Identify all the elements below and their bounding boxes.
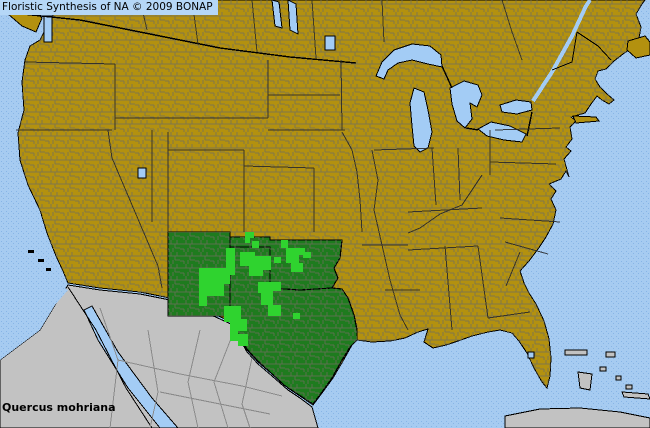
baja-west-ocean	[0, 285, 68, 360]
county-blob-ok-panhandle	[281, 240, 288, 248]
lakes-group	[43, 0, 592, 359]
county-blob-brewster	[238, 334, 248, 346]
landmass-group	[1, 0, 650, 406]
us-state-lines	[16, 59, 561, 331]
county-blob-west-central-tx	[258, 282, 281, 305]
county-records-group	[199, 232, 311, 346]
lake-ontario	[499, 99, 533, 115]
lake-michigan	[409, 87, 433, 153]
county-blob-panhandle-mid	[252, 241, 259, 248]
borders-group	[16, 0, 612, 331]
county-blob-concho	[268, 305, 281, 316]
channel-island-3	[46, 268, 51, 271]
lake-manitoba	[287, 0, 299, 35]
title-bar: Floristic Synthesis of NA © 2009 BONAP	[0, 0, 218, 15]
county-blob-ok-small	[303, 252, 311, 258]
county-texture	[18, 0, 645, 405]
baja-west-coast	[67, 286, 153, 428]
county-blob-se-new-mexico	[199, 268, 230, 306]
lake-winnipeg	[271, 0, 283, 29]
county-blob-panhandle-cluster	[240, 252, 271, 276]
us-canada-border	[21, 13, 533, 137]
county-blob-big-bend	[224, 306, 247, 341]
county-blob-nw-oklahoma	[286, 248, 305, 263]
bahamas-islands	[564, 349, 650, 400]
lake-of-the-woods	[324, 35, 336, 51]
county-blob-nm-strip	[226, 248, 235, 275]
puget-sound	[43, 15, 53, 43]
county-blob-panhandle-east	[274, 257, 281, 263]
nova-scotia	[626, 35, 650, 59]
northeast-borders	[551, 31, 612, 71]
st-lawrence-river	[531, 0, 592, 103]
gulf-of-california	[83, 305, 179, 428]
lake-huron	[449, 80, 483, 129]
channel-island-2	[38, 259, 44, 262]
channel-island-1	[28, 250, 34, 253]
lake-okeechobee	[527, 351, 535, 359]
great-salt-lake	[137, 167, 147, 179]
cuba	[504, 407, 650, 428]
outside-coverage-group	[0, 284, 650, 428]
county-blob-lone-east	[293, 313, 300, 319]
species-label: Quercus mohriana	[2, 401, 116, 414]
map-title: Floristic Synthesis of NA © 2009 BONAP	[2, 1, 213, 13]
mexico-state-lines	[99, 307, 283, 428]
long-island	[572, 115, 600, 124]
canada-province-lines	[139, 0, 523, 61]
county-blob-ok-central	[291, 263, 303, 272]
county-blob-panhandle-north	[245, 232, 254, 243]
